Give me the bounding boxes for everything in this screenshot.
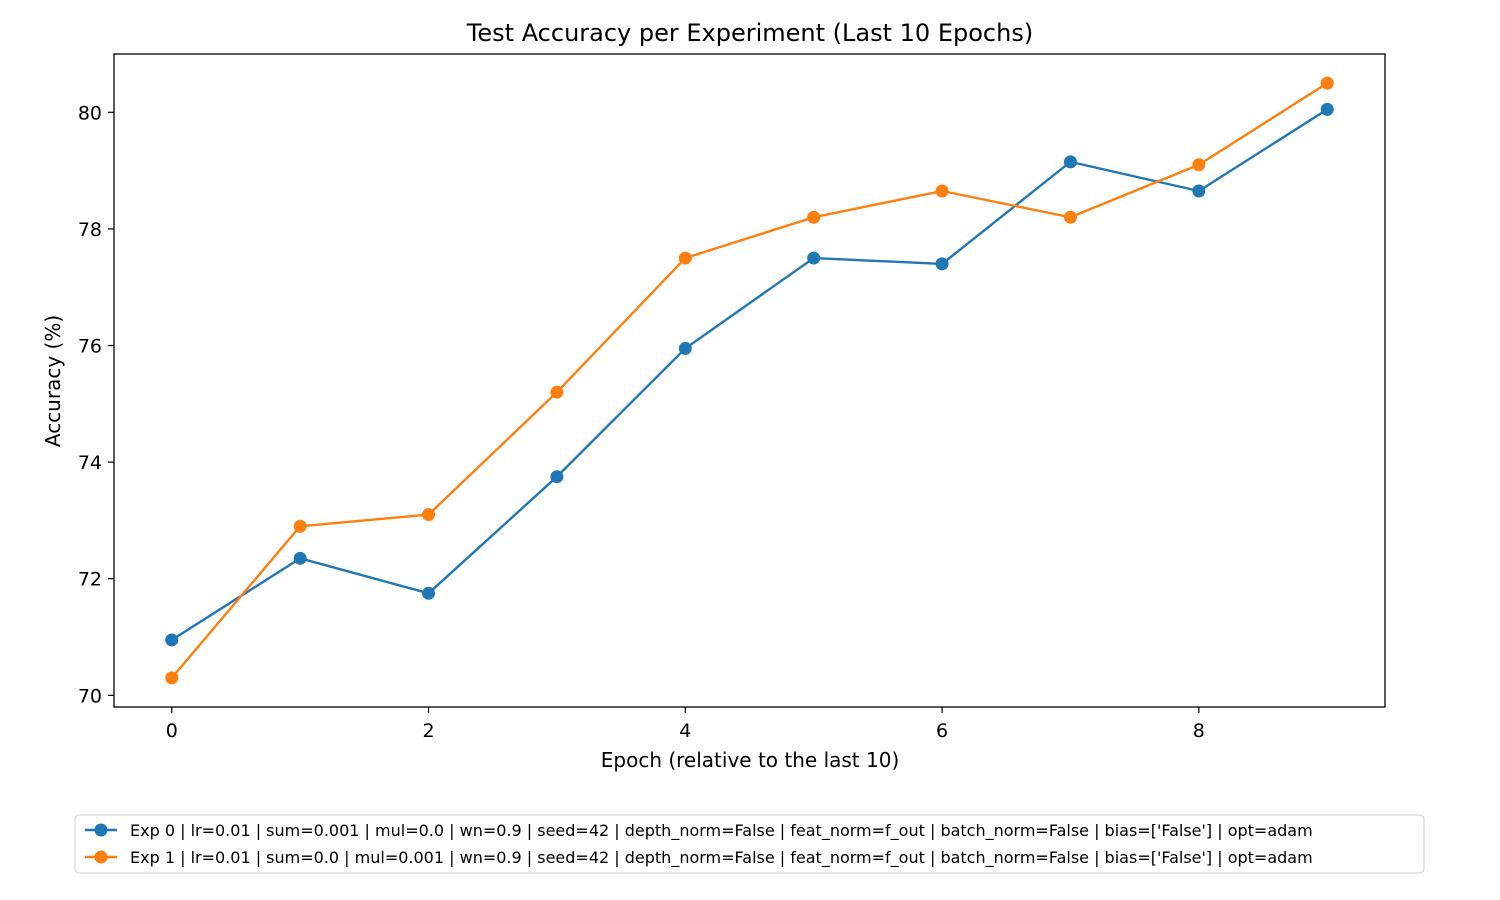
series-1	[165, 76, 1334, 685]
data-point	[935, 184, 949, 198]
legend-marker	[94, 823, 108, 837]
legend-marker	[94, 850, 108, 864]
data-point	[550, 385, 564, 399]
legend: Exp 0 | lr=0.01 | sum=0.001 | mul=0.0 | …	[74, 814, 1425, 874]
y-tick-label: 72	[78, 569, 102, 591]
data-point	[1192, 184, 1206, 198]
y-tick-label: 76	[78, 336, 102, 358]
data-point	[1320, 102, 1334, 116]
data-point	[550, 470, 564, 484]
x-axis-label: Epoch (relative to the last 10)	[601, 748, 900, 772]
data-point	[935, 257, 949, 271]
chart-title: Test Accuracy per Experiment (Last 10 Ep…	[466, 19, 1033, 47]
legend-entry-label: Exp 1 | lr=0.01 | sum=0.0 | mul=0.001 | …	[130, 848, 1313, 868]
plot-frame	[113, 53, 1386, 708]
data-point	[1320, 76, 1334, 90]
y-tick-label: 70	[78, 685, 102, 707]
data-point	[807, 251, 821, 265]
y-axis-label: Accuracy (%)	[41, 315, 65, 447]
series-line	[171, 108, 1328, 641]
series-0	[165, 102, 1334, 647]
data-point	[165, 633, 179, 647]
x-tick-label: 4	[679, 720, 691, 742]
series-line	[170, 82, 1328, 679]
data-point	[422, 508, 436, 522]
data-point	[293, 519, 307, 533]
x-tick-label: 6	[936, 720, 948, 742]
x-tick-label: 8	[1193, 720, 1205, 742]
legend-box	[74, 814, 1425, 874]
y-tick-label: 74	[78, 452, 102, 474]
data-point	[1192, 158, 1206, 172]
data-point	[678, 251, 692, 265]
data-point	[807, 210, 821, 224]
legend-entry-label: Exp 0 | lr=0.01 | sum=0.001 | mul=0.0 | …	[130, 821, 1313, 841]
data-point	[1063, 210, 1077, 224]
x-tick-label: 0	[166, 720, 178, 742]
data-point	[678, 341, 692, 355]
data-point	[422, 586, 436, 600]
data-point	[165, 671, 179, 685]
y-tick-label: 80	[78, 102, 102, 124]
y-tick-label: 78	[78, 219, 102, 241]
x-tick-label: 2	[422, 720, 434, 742]
data-point	[293, 551, 307, 565]
data-point	[1063, 155, 1077, 169]
